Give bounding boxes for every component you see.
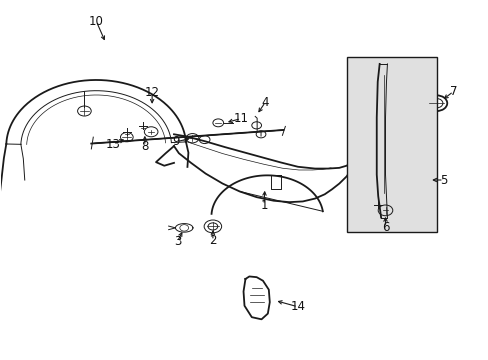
- Text: 4: 4: [261, 96, 268, 109]
- Text: 8: 8: [141, 140, 148, 153]
- Text: 9: 9: [172, 135, 180, 148]
- Text: 2: 2: [209, 234, 216, 247]
- Text: 11: 11: [233, 112, 248, 125]
- Text: 1: 1: [260, 198, 267, 212]
- Text: 6: 6: [381, 221, 388, 234]
- Text: 14: 14: [290, 300, 305, 313]
- Text: 13: 13: [105, 138, 121, 151]
- Text: 10: 10: [89, 14, 103, 27]
- Text: 3: 3: [173, 235, 181, 248]
- Text: 5: 5: [439, 174, 447, 186]
- Text: 12: 12: [144, 86, 159, 99]
- Text: 7: 7: [449, 85, 456, 98]
- Bar: [346, 57, 436, 232]
